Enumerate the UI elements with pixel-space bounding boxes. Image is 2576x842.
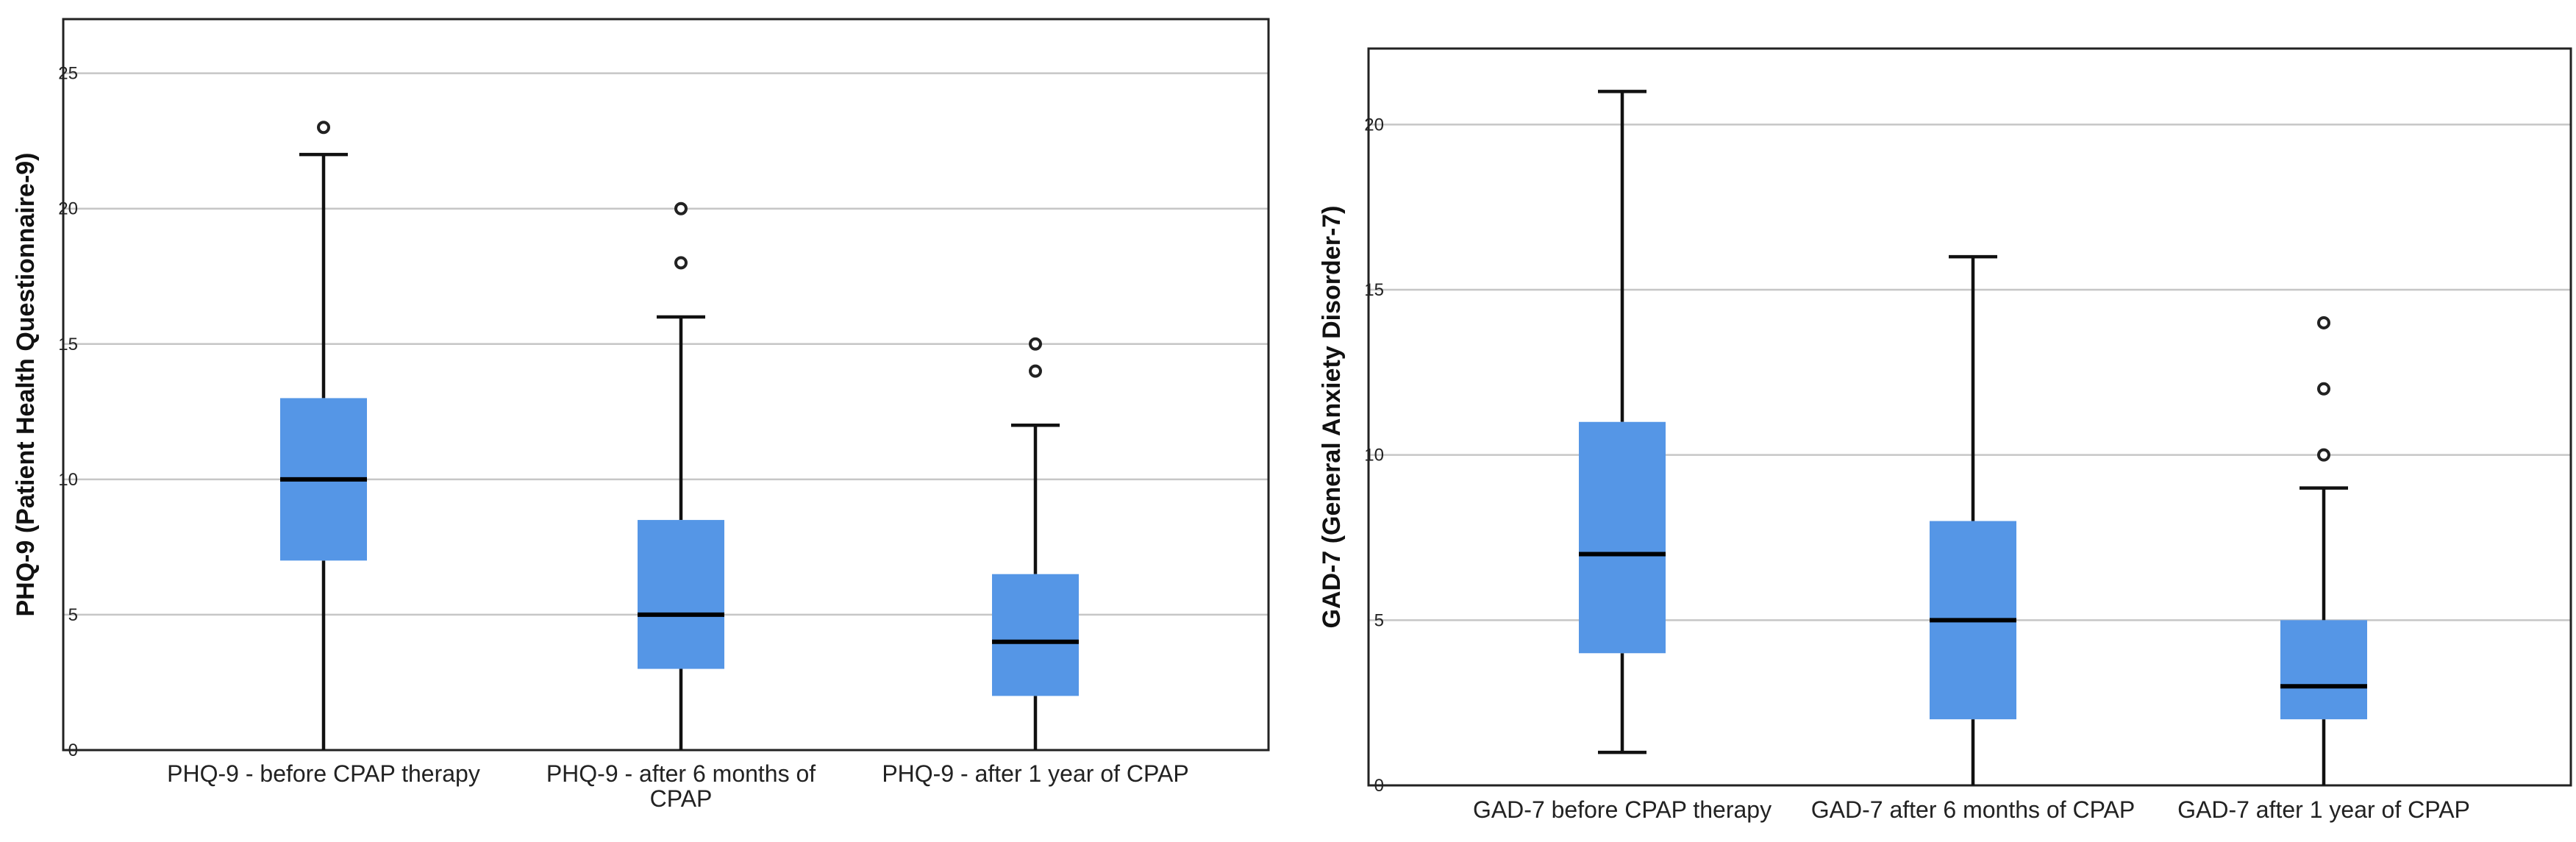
y-tick-label: 5 [68,605,78,625]
y-tick-label: 15 [58,335,78,354]
y-tick-label: 10 [58,470,78,490]
category-label: GAD-7 before CPAP therapy [1473,796,1772,823]
outlier-point [2317,382,2330,396]
iqr-box [2280,620,2367,720]
box-group: PHQ-9 - after 1 year of CPAP [882,337,1189,787]
category-label: GAD-7 after 1 year of CPAP [2177,796,2470,823]
box-group: GAD-7 before CPAP therapy [1473,90,1772,823]
y-tick-label: 25 [58,64,78,84]
outlier-point [317,121,330,135]
y-tick-label: 20 [58,199,78,219]
category-label: GAD-7 after 6 months of CPAP [1811,796,2135,823]
y-axis-label: GAD-7 (General Anxiety Disorder-7) [1318,206,1346,629]
iqr-box [1579,421,1666,654]
outlier-point [1029,337,1042,351]
outlier-point [674,201,688,215]
box-group: GAD-7 after 6 months of CPAP [1811,254,2135,823]
plot-frame [62,18,1270,752]
outlier-point [1029,364,1042,378]
outlier-point [674,256,688,270]
plot-frame [1367,47,2572,787]
category-label-line: PHQ-9 - before CPAP therapy [167,760,480,787]
category-label-line: CPAP [650,785,713,812]
category-label: PHQ-9 - before CPAP therapy [167,760,480,787]
y-tick-label: 20 [1364,115,1384,135]
category-label: PHQ-9 - after 1 year of CPAP [882,760,1188,787]
y-tick-label: 10 [1364,446,1384,465]
box-group: PHQ-9 - before CPAP therapy [167,121,480,787]
category-label-line: GAD-7 after 6 months of CPAP [1811,796,2135,823]
y-axis-label: PHQ-9 (Patient Health Questionnaire-9) [12,153,40,617]
box-group: GAD-7 after 1 year of CPAP [2177,315,2470,823]
y-tick-label: 5 [1374,610,1384,630]
box-group: PHQ-9 - after 6 months of CPAP [546,201,816,812]
category-label-line: PHQ-9 - after 6 months of [546,760,816,787]
iqr-box [638,520,724,669]
category-label-line: PHQ-9 - after 1 year of CPAP [882,760,1188,787]
category-label-line: GAD-7 after 1 year of CPAP [2177,796,2470,823]
y-tick-label: 15 [1364,280,1384,300]
outlier-point [2317,315,2330,329]
iqr-box [992,574,1079,696]
category-label: PHQ-9 - after 6 months of CPAP [546,760,816,812]
category-label-line: GAD-7 before CPAP therapy [1473,796,1772,823]
outlier-point [2317,448,2330,462]
